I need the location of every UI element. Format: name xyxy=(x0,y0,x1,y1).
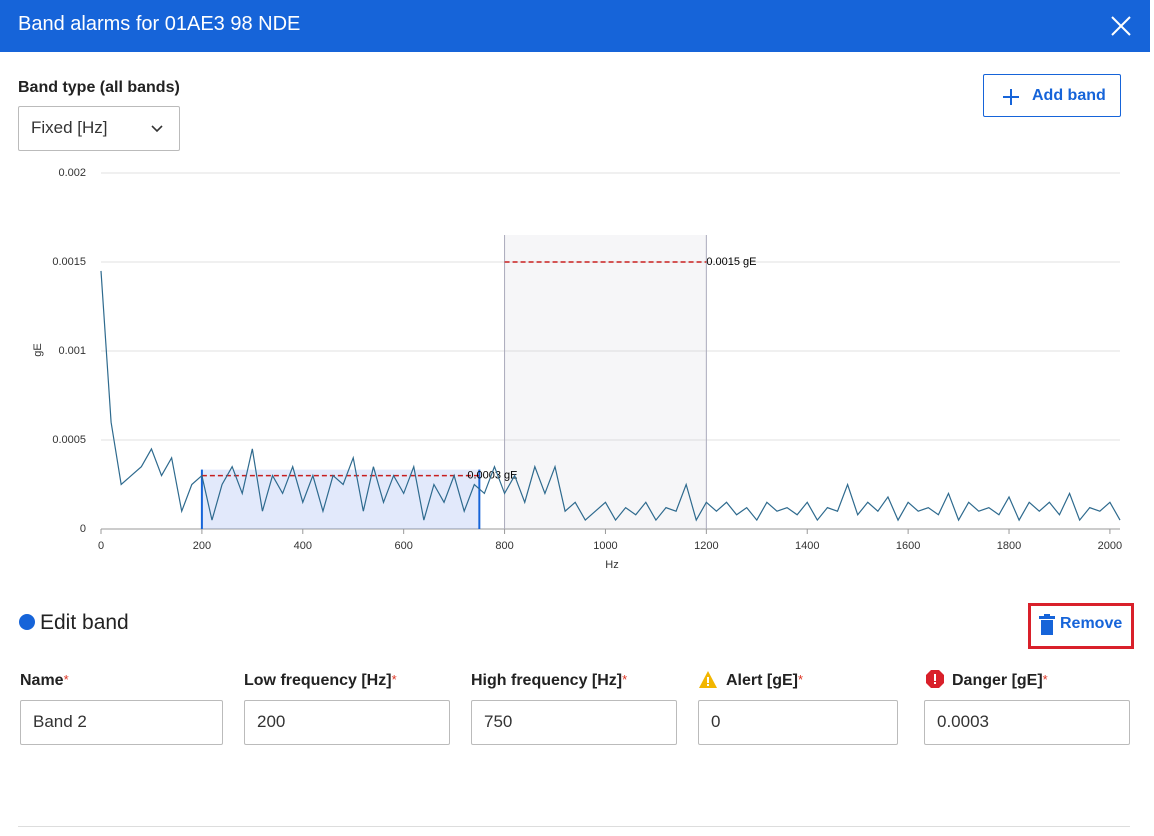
field-label: High frequency [Hz]* xyxy=(471,672,627,690)
alarm-label: 0.0003 gE xyxy=(467,470,517,482)
field-label-text: Low frequency [Hz] xyxy=(244,672,392,689)
remove-text: Remove xyxy=(1060,615,1123,632)
x-tick-label: 1800 xyxy=(997,540,1021,552)
y-tick-label: 0.0005 xyxy=(52,434,86,446)
add-band-button[interactable]: Add band xyxy=(983,74,1121,117)
y-tick-label: 0.0015 xyxy=(52,256,86,268)
band-type-select[interactable]: Fixed [Hz] xyxy=(18,106,180,151)
x-tick-label: 2000 xyxy=(1098,540,1122,552)
close-button[interactable] xyxy=(1110,15,1132,37)
x-tick-label: 1000 xyxy=(593,540,617,552)
x-tick-label: 1600 xyxy=(896,540,920,552)
field-label: Name* xyxy=(20,672,69,690)
x-tick-label: 200 xyxy=(193,540,211,552)
plus-icon xyxy=(1003,89,1019,105)
x-tick-label: 1400 xyxy=(795,540,819,552)
field-label: Low frequency [Hz]* xyxy=(244,672,397,690)
band-area xyxy=(504,235,707,529)
required-mark: * xyxy=(1042,672,1048,687)
x-tick-label: 0 xyxy=(98,540,104,552)
band-type-label: Band type (all bands) xyxy=(18,79,180,96)
field-label-text: Alert [gE] xyxy=(726,672,798,689)
x-tick-label: 600 xyxy=(394,540,412,552)
divider xyxy=(18,826,1130,827)
field-label-text: Danger [gE] xyxy=(952,672,1043,689)
danger-icon xyxy=(926,670,944,688)
field-input[interactable]: 750 xyxy=(471,700,677,745)
alert-icon xyxy=(699,671,717,688)
required-mark: * xyxy=(63,672,69,687)
chart: gE Hz 0 0.0005 0.001 0.0015 0.002 0 200 400 600 8… xyxy=(32,167,1122,571)
edit-dot xyxy=(19,614,35,630)
x-tick-label: 800 xyxy=(495,540,513,552)
x-tick-label: 1200 xyxy=(694,540,718,552)
add-band-text: Add band xyxy=(1032,87,1106,104)
required-mark: * xyxy=(391,672,397,687)
x-axis-title: Hz xyxy=(605,559,618,571)
alarm-label: 0.0015 gE xyxy=(706,256,756,268)
field-label: Alert [gE]* xyxy=(726,672,803,690)
y-tick-label: 0 xyxy=(80,523,86,535)
field-input[interactable]: 200 xyxy=(244,700,450,745)
y-tick-label: 0.002 xyxy=(58,167,86,179)
dialog-title: Band alarms for 01AE3 98 NDE xyxy=(18,13,301,35)
y-axis-title: gE xyxy=(32,343,44,356)
required-mark: * xyxy=(798,672,804,687)
header: Band alarms for 01AE3 98 NDE xyxy=(0,0,1150,52)
field-label-text: High frequency [Hz] xyxy=(471,672,623,689)
x-tick-label: 400 xyxy=(294,540,312,552)
select-value: Fixed [Hz] xyxy=(31,118,108,137)
remove-button[interactable]: Remove xyxy=(1028,603,1134,649)
band-area xyxy=(201,469,480,529)
field-input[interactable]: 0.0003 xyxy=(924,700,1130,745)
spectrum-line xyxy=(100,270,1121,522)
required-mark: * xyxy=(622,672,628,687)
field-input[interactable]: Band 2 xyxy=(20,700,223,745)
field-label-text: Name xyxy=(20,672,64,689)
edit-band-title: Edit band xyxy=(40,611,129,634)
chevron xyxy=(151,125,163,133)
y-tick-label: 0.001 xyxy=(58,345,86,357)
field-input[interactable]: 0 xyxy=(698,700,898,745)
field-label: Danger [gE]* xyxy=(952,672,1048,690)
trash-icon xyxy=(1039,614,1055,635)
